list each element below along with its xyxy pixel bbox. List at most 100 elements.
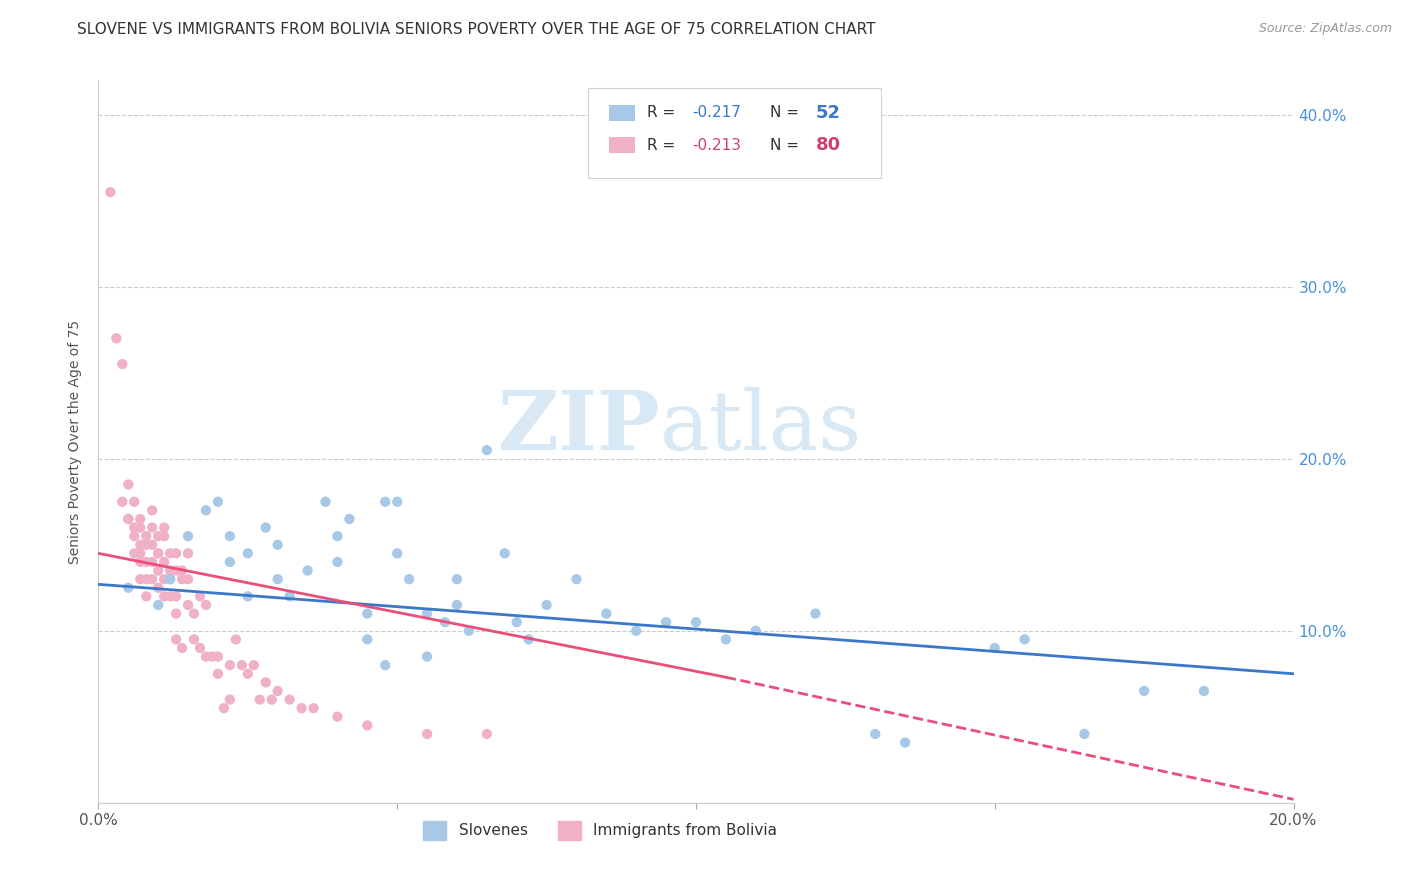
Point [475, 443, 498, 458]
Point [165, 546, 187, 560]
Point [148, 546, 170, 560]
Point [141, 572, 163, 586]
Point [188, 590, 211, 604]
Point [165, 632, 187, 647]
Point [159, 564, 181, 578]
Point [159, 590, 181, 604]
Point [278, 692, 301, 706]
Point [141, 555, 163, 569]
Point [458, 624, 481, 638]
Point [565, 572, 588, 586]
Point [195, 649, 218, 664]
Point [129, 538, 152, 552]
Point [291, 701, 314, 715]
Point [212, 701, 235, 715]
FancyBboxPatch shape [589, 87, 882, 178]
Point [148, 581, 170, 595]
Point [165, 590, 187, 604]
Point [254, 520, 277, 534]
Point [153, 555, 176, 569]
Point [183, 607, 205, 621]
Point [129, 555, 152, 569]
Point [135, 555, 157, 569]
Point [172, 572, 194, 586]
Point [135, 572, 157, 586]
Point [804, 607, 827, 621]
Point [159, 572, 181, 586]
Text: atlas: atlas [661, 387, 862, 467]
Point [153, 520, 176, 534]
Point [685, 615, 707, 630]
Point [195, 598, 218, 612]
Point [177, 529, 200, 543]
Point [129, 546, 152, 560]
Point [159, 572, 181, 586]
Text: 80: 80 [815, 136, 841, 154]
Point [236, 590, 259, 604]
Point [302, 701, 325, 715]
Point [195, 503, 218, 517]
Point [374, 658, 396, 673]
Text: R =: R = [647, 137, 681, 153]
Point [153, 572, 176, 586]
Point [219, 555, 242, 569]
Point [124, 520, 146, 534]
Point [745, 624, 768, 638]
Text: N =: N = [770, 137, 804, 153]
Text: -0.213: -0.213 [692, 137, 741, 153]
Point [117, 477, 139, 491]
Point [177, 572, 200, 586]
Point [207, 666, 229, 681]
Point [124, 529, 146, 543]
Text: -0.217: -0.217 [692, 105, 741, 120]
Point [260, 692, 283, 706]
Point [398, 572, 420, 586]
Point [326, 710, 349, 724]
Text: N =: N = [770, 105, 804, 120]
Point [254, 675, 277, 690]
Point [267, 684, 290, 698]
Point [148, 598, 170, 612]
Point [249, 692, 271, 706]
Point [177, 546, 200, 560]
Point [172, 564, 194, 578]
Point [536, 598, 558, 612]
Text: ZIP: ZIP [498, 387, 661, 467]
Point [326, 555, 349, 569]
Point [124, 494, 146, 508]
Point [494, 546, 516, 560]
Point [207, 494, 229, 508]
Point [1014, 632, 1036, 647]
Point [165, 607, 187, 621]
Point [1192, 684, 1215, 698]
Point [236, 666, 259, 681]
Point [98, 185, 122, 199]
Point [141, 520, 163, 534]
Point [315, 494, 337, 508]
Point [231, 658, 253, 673]
Point [1133, 684, 1156, 698]
Point [183, 632, 205, 647]
Point [446, 598, 468, 612]
Point [124, 546, 146, 560]
Point [517, 632, 540, 647]
Point [626, 624, 648, 638]
Point [595, 607, 617, 621]
Point [207, 649, 229, 664]
Point [356, 607, 378, 621]
Point [434, 615, 457, 630]
Point [374, 494, 396, 508]
Point [225, 632, 247, 647]
Point [111, 357, 134, 371]
Point [111, 494, 134, 508]
Point [135, 538, 157, 552]
Y-axis label: Seniors Poverty Over the Age of 75: Seniors Poverty Over the Age of 75 [69, 319, 83, 564]
Point [416, 607, 439, 621]
Point [506, 615, 529, 630]
Point [188, 640, 211, 655]
Point [117, 512, 139, 526]
Point [984, 640, 1007, 655]
Point [148, 564, 170, 578]
Point [339, 512, 361, 526]
Point [267, 538, 290, 552]
